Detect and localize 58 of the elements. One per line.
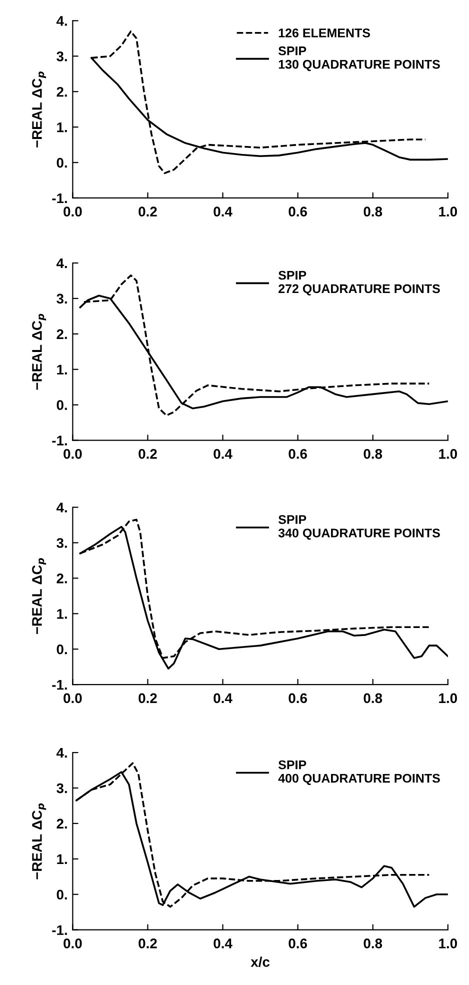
y-tick-label: 0.: [56, 644, 67, 654]
x-tick-label: 0.2: [138, 938, 157, 948]
x-tick-label: 0.0: [64, 938, 82, 948]
x-tick-label: 0.8: [364, 206, 382, 217]
legend-label: 126 ELEMENTS: [278, 28, 370, 38]
y-tick-label: 1.: [57, 854, 67, 864]
x-tick-label: 1.0: [439, 938, 457, 948]
y-tick-label: 1.: [57, 364, 67, 374]
y-axis-title: −REAL ΔC$_{p}$: [32, 558, 46, 634]
y-tick-label: 3.: [56, 538, 67, 548]
x-tick-label: 0.4: [214, 206, 232, 217]
y-axis-title: −REAL ΔC$_{p}$: [32, 72, 46, 148]
x-tick-label: 0.4: [214, 448, 232, 459]
y-tick-label: 2.: [56, 818, 67, 828]
y-tick-label: 3.: [56, 294, 67, 304]
y-tick-label: 4.: [56, 502, 67, 512]
y-tick-label: 3.: [56, 51, 67, 62]
x-tick-label: 0.8: [364, 938, 382, 948]
legend-label: SPIP 130 QUADRATURE POINTS: [278, 46, 440, 72]
x-tick-label: 0.8: [364, 448, 382, 459]
legend-label: SPIP 400 QUADRATURE POINTS: [278, 760, 440, 786]
y-tick-label: 3.: [56, 783, 67, 794]
y-tick-label: 2.: [56, 86, 67, 97]
y-tick-label: 0.: [56, 400, 67, 410]
x-tick-label: 0.6: [288, 693, 307, 704]
y-axis-title: −REAL ΔC$_{p}$: [32, 314, 46, 390]
y-tick-label: 1.: [57, 609, 67, 619]
x-tick-label: 0.2: [138, 448, 157, 459]
x-tick-label: 1.0: [439, 693, 457, 704]
y-tick-label: 0.: [56, 890, 67, 900]
legend-label: SPIP 272 QUADRATURE POINTS: [278, 270, 440, 296]
y-tick-label: -1.: [52, 193, 67, 204]
x-tick-label: 0.2: [138, 693, 157, 704]
x-tick-label: 0.4: [214, 938, 232, 948]
y-tick-label: 4.: [56, 16, 67, 26]
x-tick-label: 0.0: [64, 448, 82, 459]
x-tick-label: 0.6: [288, 938, 307, 948]
x-tick-label: 0.0: [64, 206, 82, 217]
x-tick-label: 0.4: [214, 693, 232, 704]
x-tick-label: 0.6: [288, 206, 307, 217]
y-tick-label: 0.: [56, 158, 67, 168]
y-tick-label: -1.: [52, 925, 67, 935]
x-tick-label: 1.0: [439, 206, 457, 217]
x-tick-label: 1.0: [439, 448, 457, 459]
legend-label: SPIP 340 QUADRATURE POINTS: [278, 515, 440, 540]
x-tick-label: 0.0: [64, 693, 82, 704]
y-tick-label: -1.: [52, 436, 67, 446]
y-tick-label: 4.: [56, 748, 67, 758]
y-tick-label: 1.: [57, 122, 67, 132]
y-tick-label: 2.: [56, 574, 67, 584]
y-tick-label: 2.: [56, 329, 67, 339]
y-tick-label: 4.: [56, 258, 67, 268]
y-axis-title: −REAL ΔC$_{p}$: [32, 803, 46, 880]
x-tick-label: 0.8: [364, 693, 382, 704]
x-axis-title: x/c: [250, 956, 270, 968]
x-tick-label: 0.6: [288, 448, 307, 459]
x-tick-label: 0.2: [138, 206, 157, 217]
y-tick-label: -1.: [52, 680, 67, 690]
